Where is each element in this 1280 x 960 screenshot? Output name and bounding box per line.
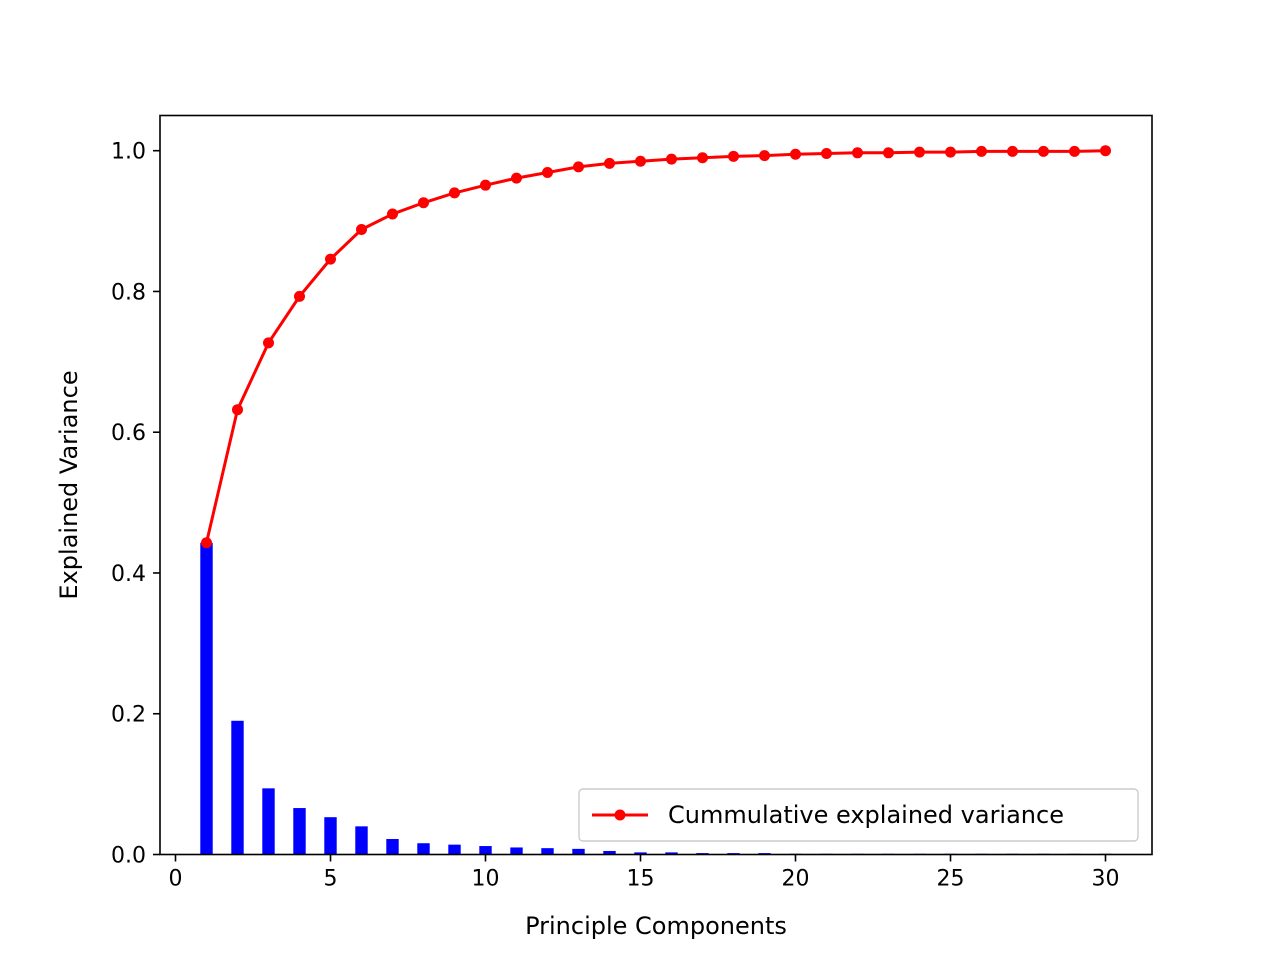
legend: Cummulative explained variance [578, 788, 1139, 842]
bar-pc-11 [510, 847, 523, 855]
bar-pc-3 [262, 788, 275, 855]
bar-pc-16 [665, 852, 678, 855]
cumulative-point-9 [449, 187, 460, 199]
x-axis-label: Principle Components [525, 912, 787, 940]
x-tick-label: 15 [627, 867, 655, 892]
x-tick-label: 20 [782, 867, 810, 892]
y-tick-label: 1.0 [111, 140, 146, 165]
cumulative-point-15 [635, 155, 646, 167]
y-axis-label: Explained Variance [55, 370, 83, 599]
bar-pc-5 [324, 817, 337, 855]
cumulative-point-10 [480, 179, 491, 191]
bar-pc-9 [448, 844, 461, 855]
y-axis: 0.0 0.2 0.4 0.6 0.8 1.0 [111, 140, 160, 869]
cumulative-point-6 [356, 224, 367, 236]
cumulative-point-14 [604, 157, 615, 169]
cumulative-point-20 [790, 148, 801, 160]
bar-pc-13 [572, 848, 585, 855]
cumulative-point-1 [201, 537, 212, 549]
bar-pc-2 [231, 720, 244, 855]
cumulative-point-16 [666, 153, 677, 165]
cumulative-point-25 [945, 146, 956, 158]
bar-pc-10 [479, 846, 492, 855]
cumulative-point-30 [1100, 145, 1111, 157]
cumulative-point-18 [728, 150, 739, 162]
x-tick-label: 5 [324, 867, 338, 892]
plot-frame [159, 114, 1153, 856]
bar-pc-4 [293, 808, 306, 855]
cumulative-point-29 [1069, 145, 1080, 157]
cumulative-point-5 [325, 253, 336, 265]
cumulative-point-24 [914, 146, 925, 158]
x-tick-label: 0 [169, 867, 183, 892]
cumulative-point-13 [573, 161, 584, 173]
x-tick-label: 30 [1092, 867, 1120, 892]
bar-pc-15 [634, 852, 647, 855]
cumulative-point-21 [821, 148, 832, 160]
y-tick-label: 0.6 [111, 421, 146, 446]
y-tick-label: 0.8 [111, 280, 146, 305]
x-tick-label: 10 [472, 867, 500, 892]
bar-pc-1 [200, 542, 213, 855]
y-tick-label: 0.4 [111, 562, 146, 587]
legend-marker-swatch [614, 809, 626, 821]
cumulative-point-2 [232, 404, 243, 416]
cumulative-variance-line [205, 149, 1106, 544]
cumulative-point-28 [1038, 145, 1049, 157]
bars-layer [200, 542, 1112, 855]
legend-box [578, 788, 1139, 842]
x-tick-label: 25 [937, 867, 965, 892]
x-axis: 0 5 10 15 20 25 30 [169, 854, 1120, 892]
bar-pc-6 [355, 826, 368, 855]
cumulative-point-3 [263, 337, 274, 349]
cumulative-point-17 [697, 152, 708, 164]
y-tick-label: 0.2 [111, 703, 146, 728]
cumulative-point-7 [387, 208, 398, 220]
cumulative-point-11 [511, 172, 522, 184]
cumulative-point-12 [542, 167, 553, 179]
bar-pc-7 [386, 839, 399, 855]
line-layer [201, 145, 1111, 549]
y-tick-label: 0.0 [111, 844, 146, 869]
bar-pc-12 [541, 848, 554, 855]
bar-pc-8 [417, 843, 430, 855]
cumulative-point-19 [759, 150, 770, 162]
cumulative-point-4 [294, 290, 305, 302]
cumulative-point-23 [883, 147, 894, 159]
cumulative-point-26 [976, 145, 987, 157]
bar-pc-14 [603, 850, 616, 855]
legend-label: Cummulative explained variance [668, 801, 1064, 829]
cumulative-point-8 [418, 197, 429, 209]
cumulative-point-27 [1007, 145, 1018, 157]
cumulative-point-22 [852, 147, 863, 159]
